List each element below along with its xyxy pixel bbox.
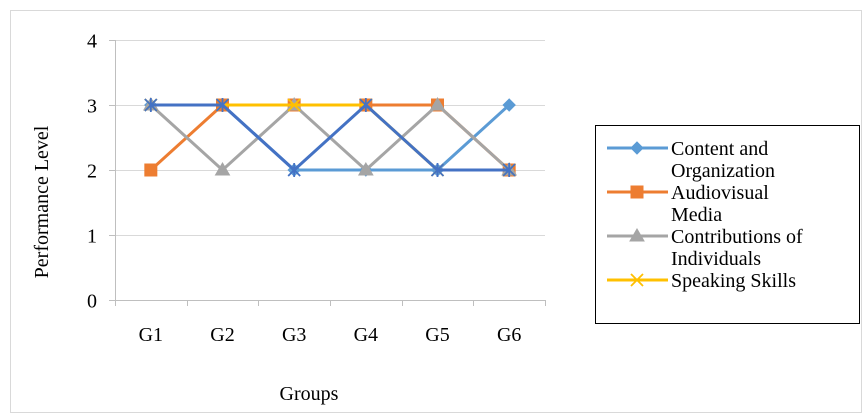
data-point-s5-g3 — [287, 163, 301, 177]
data-point-s5-g4 — [359, 98, 373, 112]
y-axis-title: Performance Level — [31, 125, 53, 278]
x-tick-label-g3: G3 — [282, 324, 306, 346]
series-5 — [144, 98, 516, 177]
data-point-s5-g1 — [144, 98, 158, 112]
legend-entry-4: Speaking Skills — [607, 270, 796, 292]
series-line-5 — [149, 103, 511, 172]
data-point-s5-g2 — [215, 98, 230, 112]
data-point-s1-g6 — [502, 98, 516, 112]
x-tick-label-g5: G5 — [425, 324, 449, 346]
series-group — [142, 97, 518, 177]
legend-swatch-marker — [630, 185, 644, 199]
x-tick-label-g6: G6 — [497, 324, 521, 346]
legend-label: Contributions of — [671, 226, 803, 248]
data-point-s3-g2 — [214, 162, 231, 176]
x-tick-label-g2: G2 — [210, 324, 234, 346]
data-point-s4-g3 — [287, 98, 301, 112]
data-point-s3-g5 — [429, 97, 446, 111]
data-point-s2-g1 — [144, 163, 158, 177]
legend-label: Organization — [671, 160, 775, 182]
y-tick-label: 3 — [87, 96, 97, 118]
legend-swatch-marker — [630, 141, 644, 155]
data-point-s3-g4 — [357, 162, 374, 176]
axes: 0 1 2 3 4 G1 G2 G3 G4 G5 G6 — [87, 31, 546, 346]
legend-label: Individuals — [671, 248, 761, 270]
legend: Content andOrganizationAudiovisualMediaC… — [595, 125, 860, 324]
y-tick-label: 2 — [87, 161, 97, 183]
y-tick-label: 1 — [87, 226, 97, 248]
x-axis-title: Groups — [280, 383, 339, 405]
y-tick-label: 4 — [87, 31, 97, 53]
data-point-s5-g5 — [430, 163, 445, 177]
data-point-s5-g6 — [502, 163, 516, 177]
legend-label: Audiovisual — [671, 182, 769, 204]
legend-label: Media — [671, 204, 722, 226]
legend-swatch-marker — [629, 228, 645, 242]
legend-label: Content and — [671, 138, 768, 160]
y-tick-label: 0 — [87, 291, 97, 313]
legend-label: Speaking Skills — [671, 270, 796, 292]
legend-box — [595, 125, 860, 324]
legend-swatch-marker — [630, 273, 644, 287]
x-tick-label-g1: G1 — [139, 324, 163, 346]
x-tick-label-g4: G4 — [354, 324, 378, 346]
